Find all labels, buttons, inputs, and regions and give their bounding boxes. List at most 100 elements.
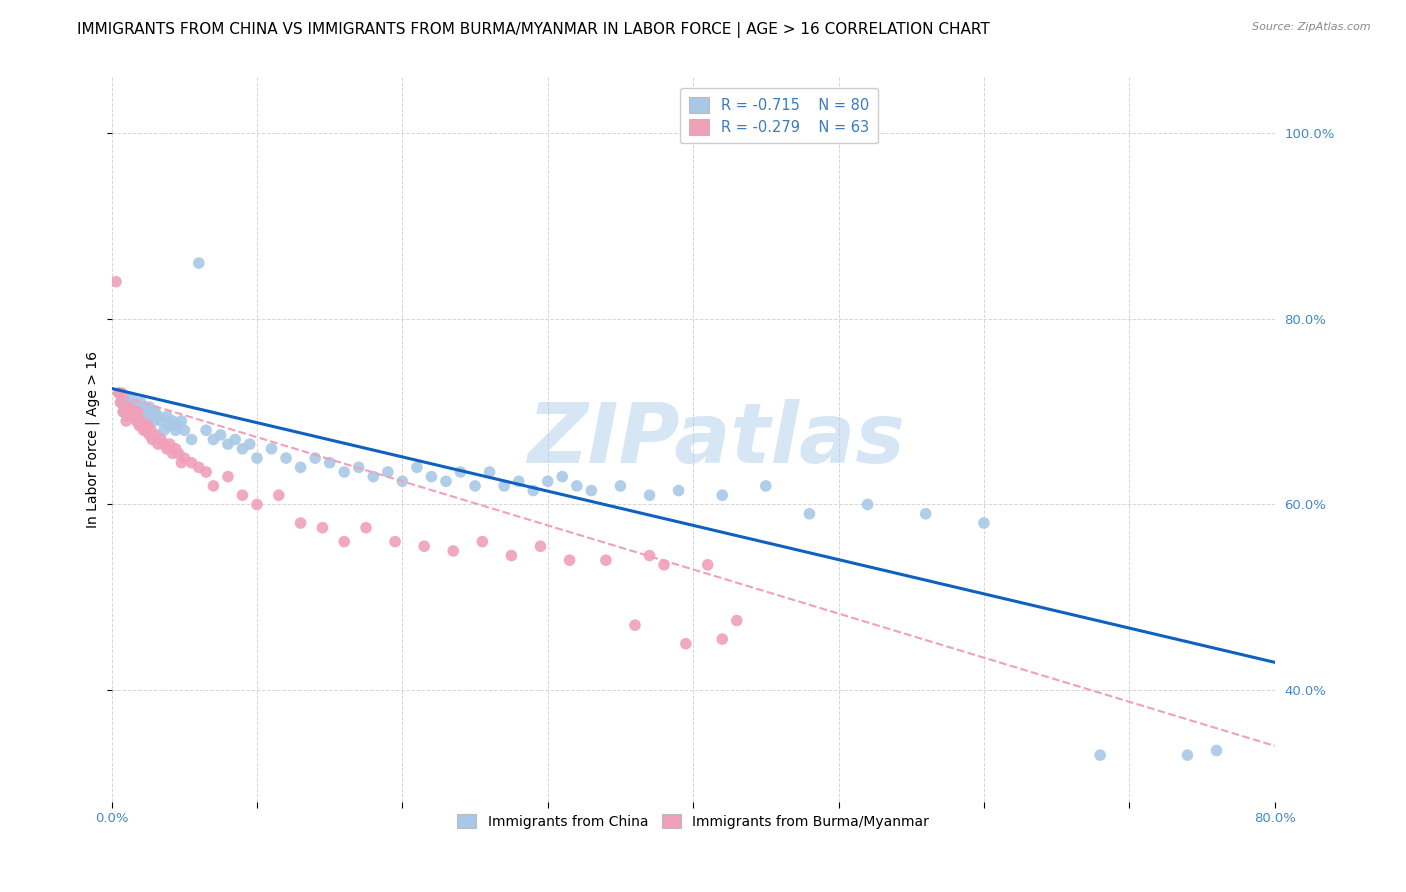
Point [114, 400, 136, 414]
Point [117, 409, 139, 424]
Point [1205, 743, 1227, 757]
Point [139, 423, 162, 437]
Point [125, 400, 148, 414]
Point [180, 433, 202, 447]
Point [131, 404, 153, 418]
Point [195, 423, 218, 437]
Point [377, 465, 399, 479]
Point [333, 465, 356, 479]
Point [231, 442, 253, 456]
Point [111, 386, 134, 401]
Point [478, 465, 501, 479]
Point [162, 414, 184, 428]
Point [170, 414, 193, 428]
Point [156, 409, 179, 424]
Point [173, 423, 195, 437]
Point [135, 423, 157, 437]
Point [973, 516, 995, 530]
Point [159, 418, 181, 433]
Point [501, 549, 523, 563]
Point [120, 404, 142, 418]
Point [246, 498, 269, 512]
Point [856, 498, 879, 512]
Point [146, 437, 169, 451]
Point [118, 395, 141, 409]
Point [136, 418, 159, 433]
Point [558, 553, 581, 567]
Point [167, 418, 190, 433]
Point [108, 386, 131, 401]
Point [347, 460, 370, 475]
Point [115, 400, 138, 414]
Point [565, 479, 588, 493]
Point [118, 400, 141, 414]
Point [290, 516, 312, 530]
Point [464, 479, 486, 493]
Point [112, 404, 135, 418]
Point [117, 404, 139, 418]
Point [136, 414, 159, 428]
Point [609, 479, 631, 493]
Point [162, 446, 184, 460]
Point [711, 632, 734, 646]
Point [153, 437, 176, 451]
Point [304, 451, 326, 466]
Point [638, 488, 661, 502]
Point [104, 275, 127, 289]
Point [529, 539, 551, 553]
Point [132, 409, 155, 424]
Point [159, 437, 181, 451]
Point [108, 386, 131, 401]
Point [138, 400, 160, 414]
Point [217, 437, 239, 451]
Point [143, 404, 166, 418]
Point [914, 507, 936, 521]
Point [150, 433, 173, 447]
Point [127, 404, 149, 418]
Point [508, 475, 530, 489]
Point [165, 442, 187, 456]
Point [125, 414, 148, 428]
Point [231, 488, 253, 502]
Point [274, 451, 297, 466]
Point [725, 614, 748, 628]
Point [112, 404, 135, 418]
Point [187, 256, 209, 270]
Point [638, 549, 661, 563]
Point [124, 409, 146, 424]
Point [209, 428, 232, 442]
Point [668, 483, 690, 498]
Point [239, 437, 262, 451]
Point [450, 465, 472, 479]
Point [711, 488, 734, 502]
Point [413, 539, 436, 553]
Point [132, 423, 155, 437]
Point [363, 469, 385, 483]
Point [471, 534, 494, 549]
Point [128, 414, 150, 428]
Point [153, 423, 176, 437]
Point [494, 479, 516, 493]
Point [115, 414, 138, 428]
Point [318, 456, 340, 470]
Point [434, 475, 457, 489]
Point [129, 395, 152, 409]
Point [114, 391, 136, 405]
Point [167, 446, 190, 460]
Point [127, 404, 149, 418]
Point [134, 418, 156, 433]
Point [522, 483, 544, 498]
Point [202, 433, 225, 447]
Point [141, 404, 163, 418]
Point [217, 469, 239, 483]
Point [354, 521, 377, 535]
Point [406, 460, 429, 475]
Point [146, 409, 169, 424]
Point [696, 558, 718, 572]
Point [246, 451, 269, 466]
Point [652, 558, 675, 572]
Point [581, 483, 603, 498]
Point [1090, 748, 1112, 763]
Point [290, 460, 312, 475]
Point [170, 456, 193, 470]
